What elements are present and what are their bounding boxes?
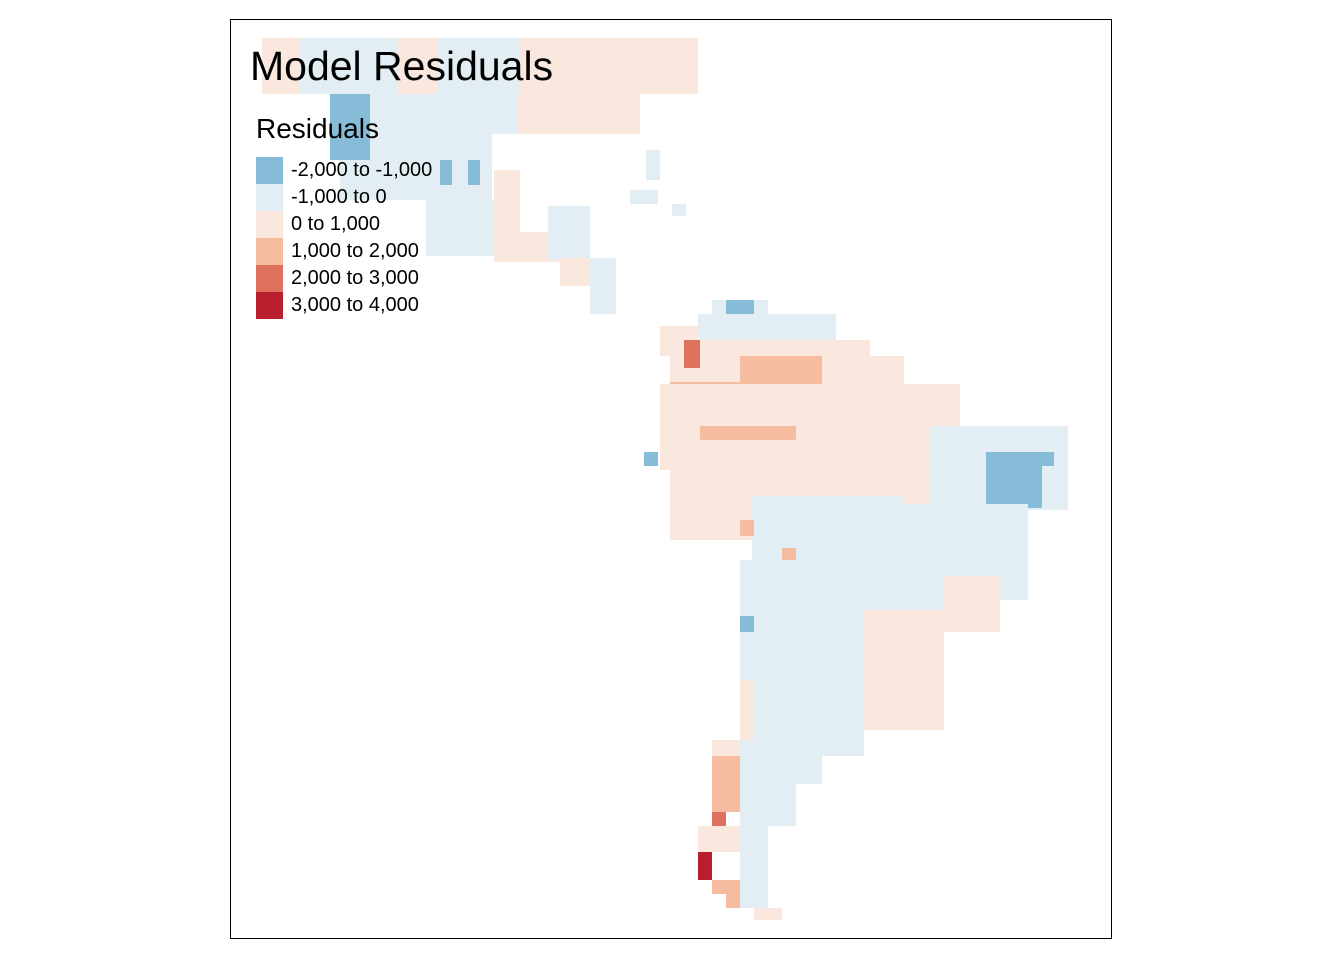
raster-cell: [518, 94, 640, 134]
legend-label: 0 to 1,000: [291, 213, 380, 235]
raster-cell: [782, 548, 796, 562]
raster-cell: [712, 812, 726, 826]
legend-swatch: [256, 211, 283, 238]
legend-label: 3,000 to 4,000: [291, 294, 419, 316]
raster-cell: [700, 426, 796, 440]
legend-label: 1,000 to 2,000: [291, 240, 419, 262]
raster-cell: [548, 206, 590, 260]
raster-cell: [712, 798, 740, 812]
raster-cell: [644, 452, 658, 466]
raster-cell: [468, 160, 480, 185]
raster-cell: [646, 150, 660, 180]
legend-swatch: [256, 238, 283, 265]
raster-cell: [1014, 452, 1054, 466]
legend-swatch: [256, 292, 283, 319]
raster-cell: [740, 756, 822, 784]
legend-swatch: [256, 265, 283, 292]
legend-label: 2,000 to 3,000: [291, 267, 419, 289]
raster-cell: [262, 38, 300, 94]
raster-cell: [740, 880, 768, 908]
raster-cell: [698, 826, 740, 852]
legend-swatch: [256, 184, 283, 211]
raster-cell: [864, 610, 944, 730]
raster-cell: [330, 94, 370, 160]
raster-cell: [740, 690, 864, 756]
legend-item-3000: 3,000 to 4,000: [256, 292, 432, 319]
raster-cell: [698, 852, 712, 880]
raster-cell: [684, 340, 700, 368]
raster-cell: [520, 38, 698, 94]
raster-cell: [494, 170, 520, 232]
legend-item-1000: 1,000 to 2,000: [256, 238, 432, 265]
legend: Residuals -2,000 to -1,000 -1,000 to 0 0…: [256, 115, 432, 319]
map-title: Model Residuals: [250, 43, 554, 89]
legend-label: -2,000 to -1,000: [291, 159, 433, 181]
legend-swatch: [256, 157, 283, 184]
legend-item-neg2000: -2,000 to -1,000: [256, 157, 432, 184]
raster-cell: [740, 616, 754, 632]
raster-cell: [944, 576, 1000, 632]
raster-cell: [398, 38, 438, 94]
raster-cell: [438, 38, 520, 94]
raster-cell: [740, 520, 754, 536]
raster-cell: [740, 826, 768, 880]
legend-item-2000: 2,000 to 3,000: [256, 265, 432, 292]
raster-cell: [740, 784, 796, 826]
map-frame: [230, 19, 1112, 939]
raster-cell: [712, 740, 740, 756]
raster-cell: [440, 160, 452, 185]
raster-cell: [754, 908, 782, 920]
legend-title: Residuals: [256, 113, 379, 144]
legend-item-0: 0 to 1,000: [256, 211, 432, 238]
raster-cell: [300, 38, 398, 94]
raster-cell: [712, 756, 740, 798]
raster-cell: [740, 680, 754, 740]
raster-cell: [630, 190, 658, 204]
raster-cell: [726, 894, 740, 908]
raster-cell: [590, 258, 616, 314]
raster-cell: [726, 300, 754, 314]
raster-cell: [698, 314, 836, 340]
legend-item-neg1000: -1,000 to 0: [256, 184, 432, 211]
legend-label: -1,000 to 0: [291, 186, 387, 208]
raster-cell: [672, 204, 686, 216]
raster-cell: [712, 880, 740, 894]
